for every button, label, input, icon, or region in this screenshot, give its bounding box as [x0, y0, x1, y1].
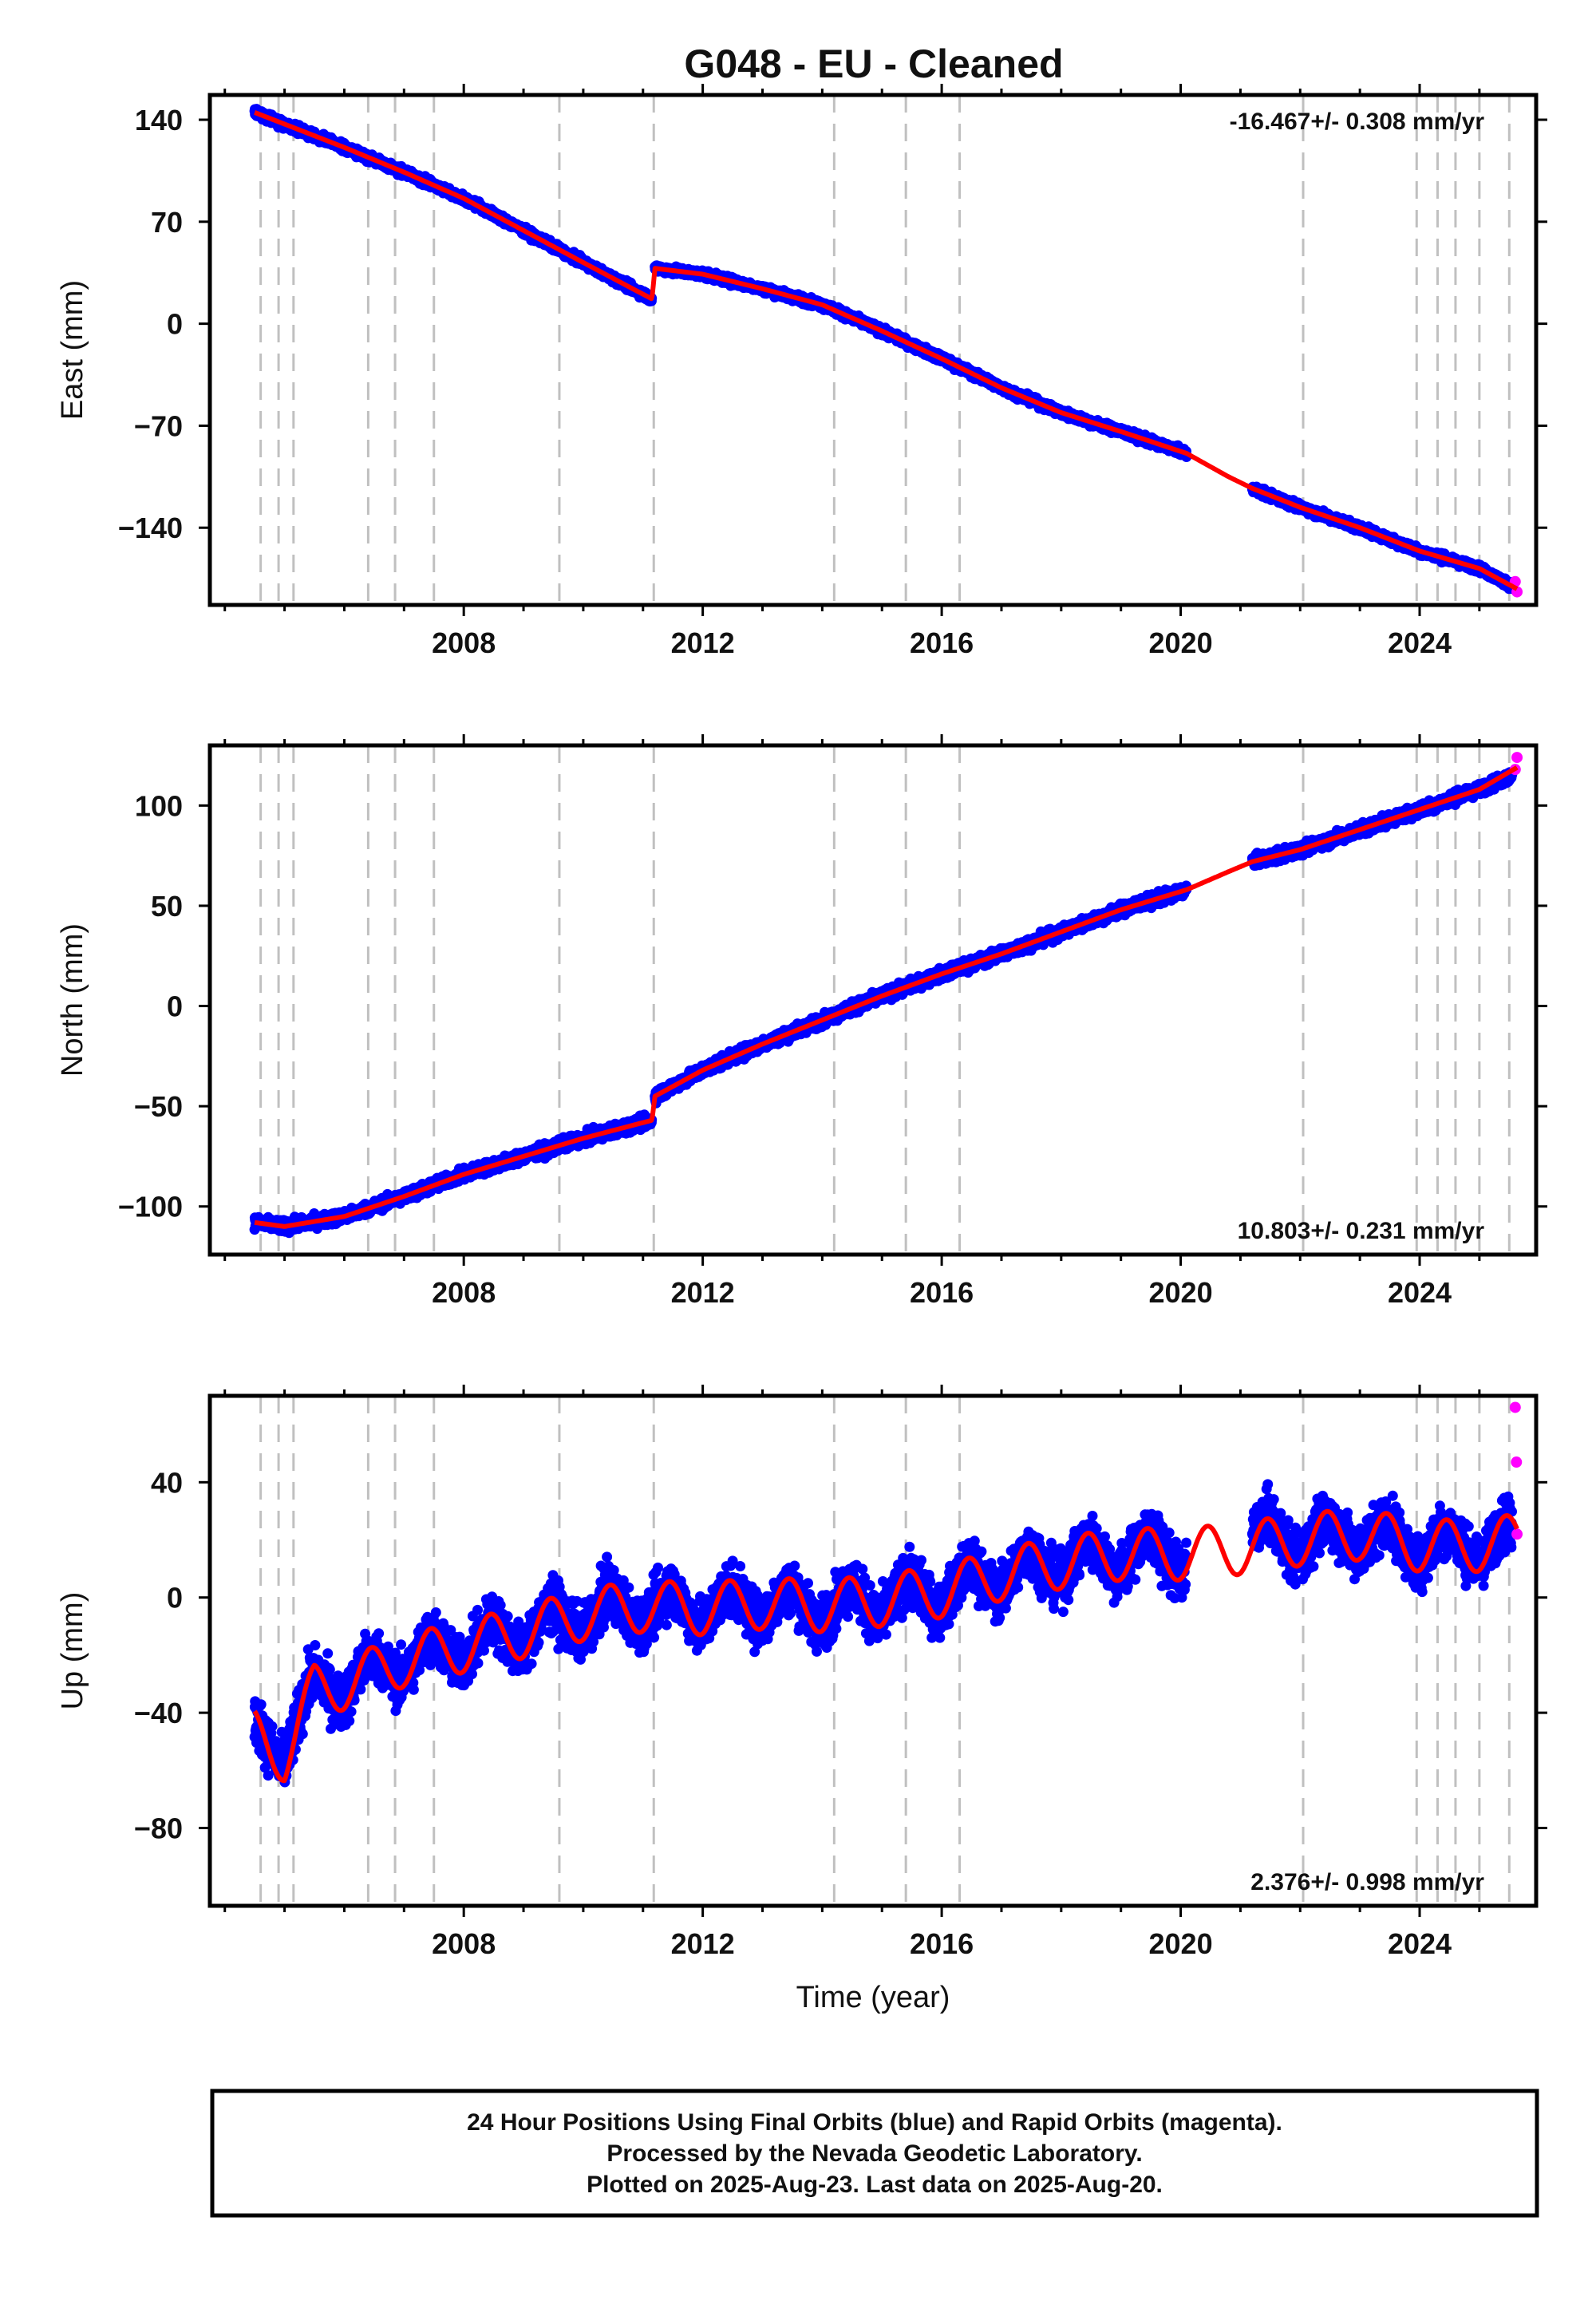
final-orbits-series: [249, 104, 1518, 595]
chart-title: G048 - EU - Cleaned: [684, 41, 1063, 86]
